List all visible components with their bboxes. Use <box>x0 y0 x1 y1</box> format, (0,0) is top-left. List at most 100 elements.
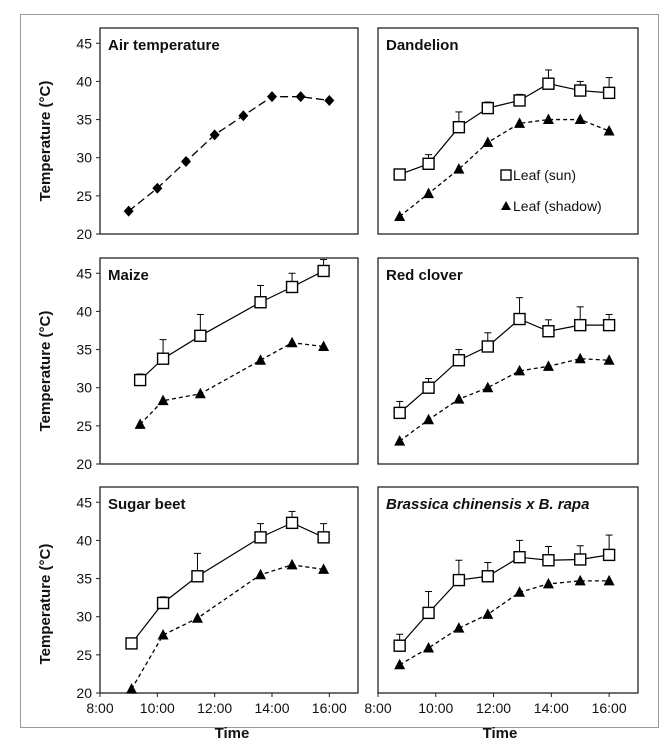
legend-sun-label: Leaf (sun) <box>513 167 576 183</box>
y-axis-title-row-1: Temperature (°C) <box>37 81 54 202</box>
data-point <box>156 596 170 610</box>
data-point <box>317 264 330 278</box>
data-point <box>157 629 169 640</box>
y-tick-label: 40 <box>76 303 92 319</box>
data-point <box>194 329 207 343</box>
data-point <box>482 608 494 619</box>
data-point <box>254 531 267 544</box>
data-point <box>481 340 494 353</box>
data-point <box>394 658 406 670</box>
data-point <box>452 354 466 367</box>
data-point <box>481 570 494 583</box>
data-point <box>542 113 554 125</box>
data-point <box>574 84 587 97</box>
series-sun <box>393 534 616 652</box>
y-tick-label: 40 <box>76 73 92 89</box>
legend-shadow-label: Leaf (shadow) <box>513 198 602 214</box>
y-tick-label: 45 <box>76 265 92 281</box>
legend: Leaf (sun) Leaf (shadow) <box>500 167 602 214</box>
data-point <box>513 550 526 564</box>
panel-frame <box>99 486 359 694</box>
data-point <box>574 574 586 586</box>
y-tick-label: 45 <box>76 35 92 51</box>
data-point <box>209 129 220 141</box>
data-point <box>452 573 466 587</box>
y-tick-label: 35 <box>76 571 92 587</box>
data-point <box>126 683 138 694</box>
data-point <box>453 163 465 174</box>
panel-frame <box>99 257 359 465</box>
data-point <box>134 418 146 429</box>
y-tick-label: 20 <box>76 685 92 701</box>
panel-title: Maize <box>108 267 149 284</box>
x-tick-label: 10:00 <box>140 700 175 716</box>
panel-1: Air temperature 20 25 30 35 40 45 <box>76 27 359 242</box>
data-point <box>603 574 615 586</box>
data-point <box>542 360 554 371</box>
y-tick-label: 35 <box>76 112 92 128</box>
data-point <box>181 156 191 168</box>
data-point <box>133 373 147 387</box>
y-tick-label: 25 <box>76 647 92 663</box>
legend-shadow-marker <box>501 201 511 210</box>
x-tick-label: 16:00 <box>592 700 627 716</box>
data-point <box>423 413 435 425</box>
data-point <box>255 354 267 365</box>
panel-title: Red clover <box>386 267 463 284</box>
data-point <box>574 553 587 566</box>
series-sun <box>125 510 330 650</box>
data-point <box>394 435 406 446</box>
data-point <box>481 101 494 115</box>
series-line <box>130 564 324 690</box>
data-point <box>542 577 554 589</box>
data-point <box>191 612 203 623</box>
panel-title: Brassica chinensis x B. rapa <box>386 496 589 513</box>
data-point <box>286 336 298 348</box>
y-tick-label: 45 <box>76 494 92 510</box>
panel-title: Sugar beet <box>108 496 186 513</box>
data-point <box>453 622 465 633</box>
data-point <box>542 325 555 338</box>
panel-6: Brassica chinensis x B. rapa 8:00 10:00 12:… <box>364 486 639 716</box>
data-point <box>423 641 435 653</box>
series-line <box>139 342 324 425</box>
data-point <box>602 318 616 332</box>
series-air <box>123 91 335 217</box>
data-point <box>603 125 615 136</box>
data-point <box>453 393 465 404</box>
panel-frame <box>377 257 639 465</box>
data-point <box>422 157 435 171</box>
x-tick-label: 16:00 <box>312 700 347 716</box>
y-axis-title-row-3: Temperature (°C) <box>37 544 54 665</box>
y-tick-label: 25 <box>76 418 92 434</box>
data-point <box>422 606 435 620</box>
x-tick-label: 8:00 <box>364 700 391 716</box>
data-point <box>123 205 134 217</box>
figure-border <box>20 14 659 728</box>
data-point <box>267 91 277 103</box>
data-point <box>514 586 526 597</box>
data-point <box>482 136 494 147</box>
data-point <box>191 570 204 583</box>
data-point <box>285 516 299 530</box>
data-point <box>152 182 163 194</box>
data-point <box>394 210 406 221</box>
x-tick-label: 8:00 <box>86 700 113 716</box>
data-point <box>285 280 299 294</box>
x-tick-label: 12:00 <box>476 700 511 716</box>
data-point <box>603 354 615 365</box>
y-tick-label: 20 <box>76 456 92 472</box>
data-point <box>295 91 306 103</box>
x-axis-title-left: Time <box>215 725 250 742</box>
series-line <box>399 358 610 442</box>
y-tick-label: 25 <box>76 188 92 204</box>
data-point <box>238 110 249 122</box>
data-point <box>574 352 586 364</box>
panel-frame <box>377 486 639 694</box>
data-point <box>156 352 170 365</box>
series-sun <box>133 259 330 387</box>
series-sun <box>393 69 616 181</box>
data-point <box>393 168 406 181</box>
x-tick-label: 10:00 <box>418 700 453 716</box>
